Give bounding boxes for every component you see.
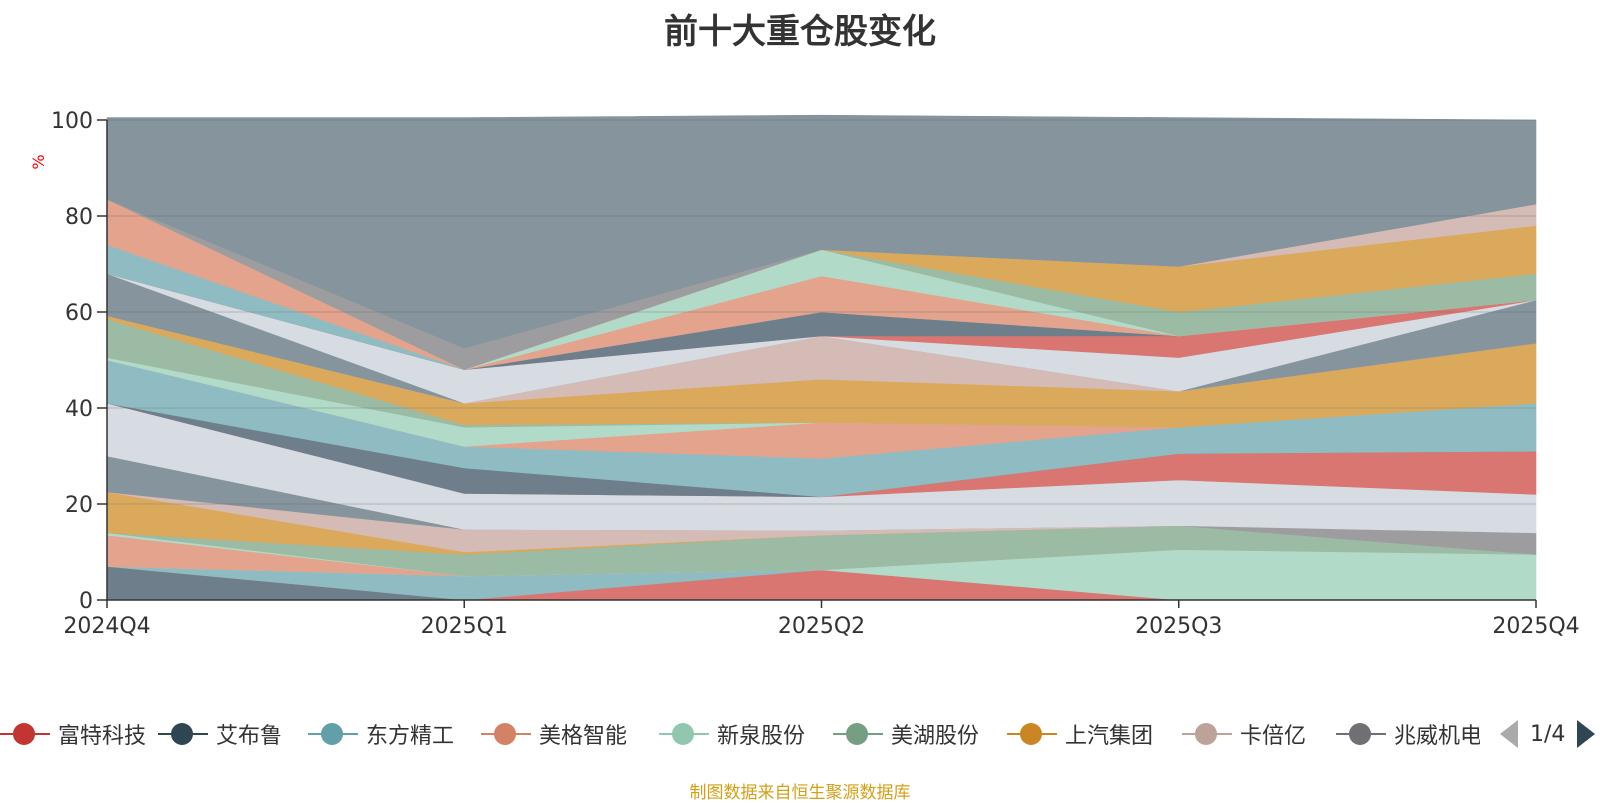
legend-marker-icon xyxy=(0,722,50,746)
x-tick-label: 2024Q4 xyxy=(63,614,150,639)
legend-page-indicator: 1/4 xyxy=(1530,721,1566,747)
x-tick-label: 2025Q1 xyxy=(421,614,508,639)
legend-item[interactable]: 兆威机电 xyxy=(1336,716,1480,752)
legend-item[interactable]: 东方精工 xyxy=(308,716,454,752)
legend-label: 上汽集团 xyxy=(1065,724,1154,749)
legend-marker-icon xyxy=(659,722,709,746)
y-tick-label: 40 xyxy=(65,397,93,422)
legend-prev-page-button[interactable] xyxy=(1500,720,1518,748)
legend-label: 卡倍亿 xyxy=(1240,724,1307,749)
legend-marker-icon xyxy=(1007,722,1057,746)
legend-marker-icon xyxy=(1182,722,1232,746)
legend-label: 艾布鲁 xyxy=(216,724,283,749)
areas-layer xyxy=(106,114,1537,601)
legend-marker-icon xyxy=(158,722,208,746)
legend-item[interactable]: 艾布鲁 xyxy=(158,716,282,752)
legend-label: 东方精工 xyxy=(366,724,455,749)
legend-marker-icon xyxy=(481,722,531,746)
legend-item[interactable]: 卡倍亿 xyxy=(1182,716,1306,752)
legend-label: 兆威机电 xyxy=(1394,724,1480,749)
legend-item[interactable]: 富特科技 xyxy=(0,716,146,752)
y-axis-unit-label: % xyxy=(29,154,48,169)
stacked-area-chart: 0 20 40 60 80 100 2024Q4 2025Q1 2025Q2 2025Q3 2025… xyxy=(29,109,1580,639)
legend-item[interactable]: 美格智能 xyxy=(481,716,627,752)
area-series-32 xyxy=(106,114,1537,349)
legend-item[interactable]: 上汽集团 xyxy=(1007,716,1153,752)
y-tick-label: 20 xyxy=(65,493,93,518)
y-tick-label: 100 xyxy=(51,109,93,134)
chart-title: 前十大重仓股变化 xyxy=(664,12,936,52)
legend-pager: 1/4 xyxy=(1500,716,1596,752)
grid-layer xyxy=(107,119,1536,505)
legend-label: 美格智能 xyxy=(539,724,628,749)
y-tick-label: 60 xyxy=(65,301,93,326)
x-tick-label: 2025Q4 xyxy=(1492,614,1579,639)
axes-layer: 0 20 40 60 80 100 2024Q4 2025Q1 2025Q2 2025Q3 2025… xyxy=(51,109,1580,639)
legend: 富特科技 艾布鲁 东方精工 美格智能 新泉股份 美湖股份 上汽集团 卡倍亿 兆威机电 xyxy=(0,716,1480,752)
legend-label: 美湖股份 xyxy=(891,724,980,749)
legend-marker-icon xyxy=(1336,722,1386,746)
legend-label: 富特科技 xyxy=(58,724,147,749)
legend-label: 新泉股份 xyxy=(717,724,806,749)
source-note: 制图数据来自恒生聚源数据库 xyxy=(689,783,911,803)
legend-marker-icon xyxy=(308,722,358,746)
y-tick-label: 80 xyxy=(65,205,93,230)
legend-item[interactable]: 新泉股份 xyxy=(659,716,805,752)
legend-next-page-button[interactable] xyxy=(1577,720,1596,748)
x-tick-label: 2025Q2 xyxy=(778,614,865,639)
x-tick-label: 2025Q3 xyxy=(1135,614,1222,639)
legend-marker-icon xyxy=(833,722,883,746)
legend-item[interactable]: 美湖股份 xyxy=(833,716,979,752)
y-tick-label: 0 xyxy=(79,589,93,614)
